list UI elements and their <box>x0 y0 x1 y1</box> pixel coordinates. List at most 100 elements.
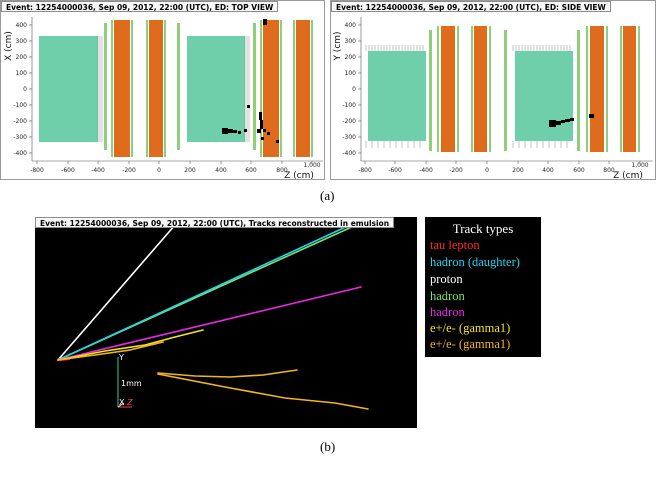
target-block-1-edge <box>97 36 103 142</box>
tracker-plane <box>606 26 608 152</box>
track-hadron-magenta <box>57 286 362 361</box>
legend-item-proton: proton <box>430 272 463 286</box>
spectrometer-1b <box>149 20 163 157</box>
x-axis-ticks <box>36 161 313 164</box>
y-tick-label: 200 <box>345 54 357 61</box>
y-tick-label: -300 <box>13 134 27 141</box>
event-hits <box>222 19 279 143</box>
x-axis-title: Z (cm) <box>284 171 314 181</box>
tracker-plane <box>471 26 473 152</box>
x-axis-ticks <box>364 161 641 164</box>
y-axis-ticks <box>29 24 32 154</box>
top-view-canvas: -800 -600 -400 -200 0 200 400 600 800 1,… <box>4 17 323 181</box>
tracker-plane <box>504 30 507 151</box>
spectrometer-2b <box>296 20 310 157</box>
emulsion-panel: Event: 12254000036, Sep 09, 2012, 22:00 … <box>35 217 417 428</box>
spectrometer-1a <box>114 20 130 157</box>
tracker-plane <box>620 26 622 152</box>
tracker-plane <box>429 30 432 151</box>
side-view-panel: Event: 12254000036, Sep 09, 2012, 22:00 … <box>330 0 656 181</box>
y-tick-label: 300 <box>345 38 357 45</box>
y-tick-label: 0 <box>352 86 356 93</box>
tracker-plane <box>489 26 491 152</box>
y-tick-label: -100 <box>13 102 27 109</box>
tracker-plane <box>177 23 180 150</box>
track-e-gamma2-lower <box>157 373 369 410</box>
legend-title: Track types <box>452 221 514 236</box>
spectrometer-2a <box>590 26 604 152</box>
axis-y-label: Y <box>118 353 124 362</box>
y-tick-label: 200 <box>16 54 28 61</box>
legend-item-hadron-green: hadron <box>430 289 465 303</box>
y-tick-label: 300 <box>16 38 28 45</box>
axis-x-label: X <box>119 398 125 407</box>
legend-item-hadron-magenta: hadron <box>430 305 465 319</box>
tracker-plane <box>280 20 282 157</box>
track-proton <box>57 224 176 361</box>
y-tick-label: 0 <box>23 86 27 93</box>
tracker-plane <box>131 20 133 157</box>
legend-item-e-gamma1-yellow: e+/e- (gamma1) <box>430 321 511 335</box>
y-tick-label: 100 <box>345 70 357 77</box>
x-tick-label: 800 <box>603 167 615 174</box>
side-view-canvas: -800 -600 -400 -200 0 200 400 600 800 1,… <box>333 17 653 181</box>
track-hadron-daughter <box>57 224 351 361</box>
target-block-1-top-edge <box>365 45 424 148</box>
emulsion-title: Event: 12254000036, Sep 09, 2012, 22:00 … <box>35 217 395 228</box>
y-tick-label: -300 <box>342 134 356 141</box>
y-axis-ticks <box>358 24 361 154</box>
target-block-1 <box>39 36 98 142</box>
x-tick-label: -200 <box>449 167 463 174</box>
tracker-plane <box>111 20 113 157</box>
y-tick-label: 400 <box>345 22 357 29</box>
tracker-plane <box>457 26 459 152</box>
tracker-plane <box>260 20 262 157</box>
spectrometer-1b <box>474 26 487 152</box>
tracker-plane <box>586 26 588 152</box>
track-e-gamma1-yellow <box>57 329 204 361</box>
emulsion-canvas: Y 1mm X Z <box>56 220 369 410</box>
track-e-gamma2-upper <box>157 369 298 378</box>
x-tick-label: -400 <box>91 167 105 174</box>
y-tick-label: -200 <box>342 118 356 125</box>
y-tick-label: -100 <box>342 102 356 109</box>
tracker-plane <box>293 20 295 157</box>
tracker-plane <box>146 20 148 157</box>
top-view-panel: Event: 12254000036, Sep 09, 2012, 22:00 … <box>0 0 325 181</box>
x-tick-label: -800 <box>30 167 44 174</box>
tracker-plane <box>638 26 640 152</box>
y-axis-title: Y (cm) <box>333 31 343 61</box>
axis-z-label: Z <box>126 398 133 407</box>
x-tick-label: 600 <box>245 167 257 174</box>
scale-label: 1mm <box>121 379 142 388</box>
x-tick-label: 1,000 <box>631 162 648 169</box>
spectrometer-1a <box>441 26 455 152</box>
target-block-2 <box>515 51 573 141</box>
spectrometer-2a <box>263 20 279 157</box>
x-tick-label: 400 <box>215 167 227 174</box>
tracker-plane <box>311 20 313 157</box>
legend-item-tau-lepton: tau lepton <box>430 238 480 252</box>
tracker-plane <box>577 30 580 151</box>
x-tick-label: -200 <box>122 167 136 174</box>
x-tick-label: -600 <box>388 167 402 174</box>
tracker-plane <box>437 26 439 152</box>
tracker-plane <box>104 23 107 150</box>
target-block-2 <box>187 36 245 142</box>
legend-item-hadron-daughter: hadron (daughter) <box>430 255 520 269</box>
x-axis-title: Z (cm) <box>613 171 643 181</box>
side-view-title: Event: 12254000036, Sep 09, 2012, 22:00 … <box>331 1 611 12</box>
scale-bar <box>117 357 132 408</box>
x-tick-label: -400 <box>419 167 433 174</box>
spectrometer-2b <box>623 26 636 152</box>
x-tick-label: 800 <box>276 167 288 174</box>
x-tick-label: 1,000 <box>303 162 320 169</box>
y-tick-label: -400 <box>13 150 27 157</box>
tracker-plane <box>164 20 166 157</box>
y-axis-title: X (cm) <box>4 31 14 61</box>
x-tick-label: 200 <box>184 167 196 174</box>
x-tick-label: -600 <box>61 167 75 174</box>
x-tick-label: 200 <box>512 167 524 174</box>
tracker-plane <box>253 23 256 150</box>
y-tick-label: -200 <box>13 118 27 125</box>
